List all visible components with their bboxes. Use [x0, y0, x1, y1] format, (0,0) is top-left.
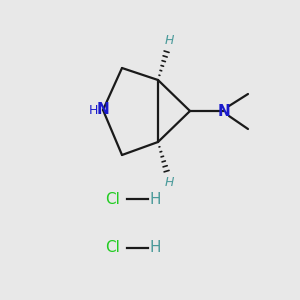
Text: H: H — [164, 176, 174, 190]
Text: Cl: Cl — [106, 191, 120, 206]
Text: H: H — [149, 191, 161, 206]
Text: Cl: Cl — [106, 241, 120, 256]
Text: H: H — [88, 103, 98, 116]
Text: N: N — [218, 103, 230, 118]
Text: H: H — [149, 241, 161, 256]
Text: N: N — [97, 103, 110, 118]
Text: H: H — [164, 34, 174, 46]
